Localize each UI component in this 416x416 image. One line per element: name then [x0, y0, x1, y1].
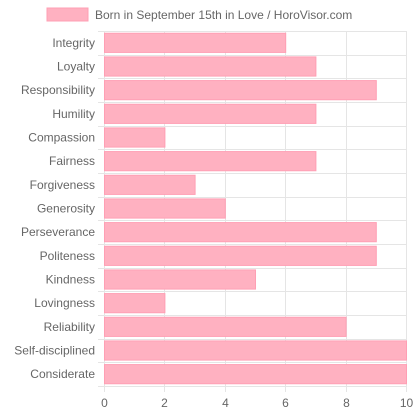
bar-kindness[interactable] — [104, 269, 256, 290]
x-tick-label: 10 — [400, 396, 414, 410]
x-tick-label: 2 — [161, 396, 168, 410]
legend[interactable]: Born in September 15th in Love / HoroVis… — [46, 7, 352, 22]
bar-self-disciplined[interactable] — [104, 340, 407, 361]
y-tick-label: Perseverance — [21, 225, 95, 239]
bar-reliability[interactable] — [104, 316, 347, 337]
y-tick-label: Reliability — [44, 320, 95, 334]
y-tick-label: Humility — [52, 107, 95, 121]
y-tick-label: Compassion — [28, 131, 95, 145]
bar-perseverance[interactable] — [104, 222, 377, 243]
bar-lovingness[interactable] — [104, 293, 166, 314]
bar-politeness[interactable] — [104, 245, 377, 266]
bar-compassion[interactable] — [104, 127, 166, 148]
x-tick-label: 6 — [282, 396, 289, 410]
bar-integrity[interactable] — [104, 32, 287, 53]
y-tick-label: Integrity — [52, 36, 95, 50]
y-axis-labels: Integrity Loyalty Responsibility Humility Co… — [14, 36, 95, 381]
x-axis-labels: 0 2 4 6 8 10 — [101, 396, 413, 410]
x-tick-label: 8 — [343, 396, 350, 410]
y-tick-label: Responsibility — [21, 83, 95, 97]
x-tick-label: 4 — [222, 396, 229, 410]
y-tick-label: Forgiveness — [30, 178, 95, 192]
bar-forgiveness[interactable] — [104, 174, 196, 195]
bar-responsibility[interactable] — [104, 80, 377, 101]
bar-humility[interactable] — [104, 103, 317, 124]
legend-swatch — [46, 7, 89, 22]
y-tick-label: Considerate — [30, 367, 95, 381]
y-tick-label: Lovingness — [34, 296, 95, 310]
y-tick-label: Generosity — [37, 202, 95, 216]
y-tick-label: Kindness — [46, 273, 95, 287]
y-tick-label: Self-disciplined — [14, 344, 95, 358]
bar-considerate[interactable] — [104, 364, 407, 385]
y-tick-label: Loyalty — [57, 60, 95, 74]
bars — [104, 32, 407, 385]
legend-label: Born in September 15th in Love / HoroVis… — [95, 8, 352, 22]
gridlines — [98, 31, 407, 392]
x-tick-label: 0 — [101, 396, 108, 410]
bar-loyalty[interactable] — [104, 56, 317, 77]
bar-generosity[interactable] — [104, 198, 226, 219]
y-tick-label: Fairness — [49, 154, 95, 168]
y-tick-label: Politeness — [40, 249, 95, 263]
bar-fairness[interactable] — [104, 151, 317, 172]
